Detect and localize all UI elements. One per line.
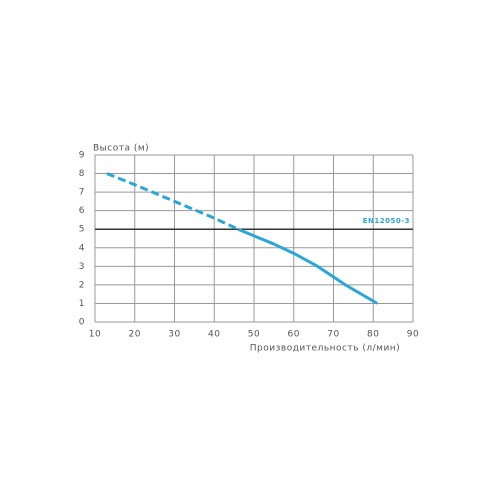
x-tick-label: 60 [288, 330, 300, 340]
x-tick-label: 80 [367, 330, 379, 340]
y-tick-label: 1 [79, 299, 85, 309]
y-tick-label: 0 [79, 318, 85, 328]
x-tick-label: 30 [168, 330, 180, 340]
curve [106, 172, 239, 231]
x-axis-label: Производительность (л/мин) [250, 344, 400, 354]
x-tick-label: 50 [248, 330, 260, 340]
y-tick-label: 7 [79, 188, 85, 198]
y-tick-label: 5 [79, 225, 85, 235]
x-tick-label: 70 [327, 330, 339, 340]
y-tick-label: 3 [79, 262, 85, 272]
y-tick-label: 8 [79, 169, 85, 179]
curve [237, 227, 378, 305]
x-tick-label: 90 [407, 330, 419, 340]
reference-label: EN12050-3 [363, 217, 410, 225]
y-tick-label: 6 [79, 206, 85, 216]
x-tick-label: 20 [129, 330, 141, 340]
y-tick-label: 9 [79, 151, 85, 161]
x-tick-label: 10 [89, 330, 101, 340]
y-tick-label: 4 [79, 243, 85, 253]
x-tick-label: 40 [208, 330, 220, 340]
y-axis-label: Высота (м) [93, 144, 149, 154]
y-tick-label: 2 [79, 280, 85, 290]
